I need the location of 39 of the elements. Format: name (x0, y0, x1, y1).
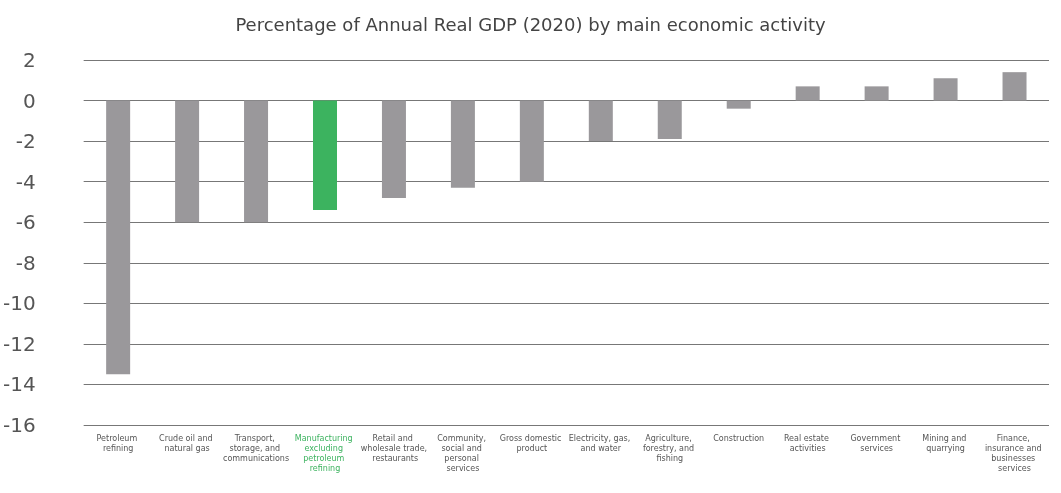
x-tick-label: Retail and wholesale trade, restaurants (360, 433, 428, 463)
bar (313, 100, 337, 211)
bar (795, 86, 820, 101)
y-tick-label: -4 (15, 169, 36, 194)
x-tick-label: Government services (850, 433, 903, 453)
bar (450, 100, 475, 188)
bar (864, 86, 889, 101)
x-tick-label: Finance, insurance and businesses services (984, 433, 1045, 473)
y-tick-label: 0 (22, 88, 36, 113)
x-tick-label: Construction (713, 433, 765, 443)
bar (106, 100, 131, 375)
x-tick-label: Community, social and personal services (437, 433, 489, 473)
x-tick-label: Agriculture, forestry, and fishing (642, 433, 697, 463)
bar (1002, 72, 1027, 101)
bar (381, 100, 406, 198)
x-tick-label: Gross domestic product (499, 433, 564, 453)
bar (244, 100, 269, 223)
y-tick-label: -10 (2, 291, 36, 316)
x-tick-label: Petroleum refining (96, 433, 140, 453)
y-tick-label: -12 (2, 331, 36, 356)
bar (519, 100, 544, 182)
bar (726, 100, 751, 109)
bar (657, 100, 682, 140)
x-tick-label: Real estate activities (783, 433, 832, 453)
y-tick-label: -8 (15, 250, 36, 275)
bar (588, 100, 613, 142)
bar (933, 78, 958, 101)
y-tick-label: -6 (15, 210, 36, 235)
y-tick-label: 2 (22, 48, 36, 72)
x-tick-label: Crude oil and natural gas (159, 433, 216, 453)
x-tick-label: Mining and quarrying (922, 433, 969, 453)
x-tick-label: Electricity, gas, and water (568, 433, 633, 453)
bar (175, 100, 200, 223)
y-tick-label: -14 (2, 372, 36, 397)
chart-title: Percentage of Annual Real GDP (2020) by main economic activity (235, 13, 826, 35)
y-tick-label: -16 (2, 413, 36, 437)
y-tick-label: -2 (15, 129, 36, 154)
x-tick-label: Transport, storage, and communications (223, 433, 290, 463)
x-tick-label: Manufacturing excluding petroleum refining (294, 433, 356, 473)
